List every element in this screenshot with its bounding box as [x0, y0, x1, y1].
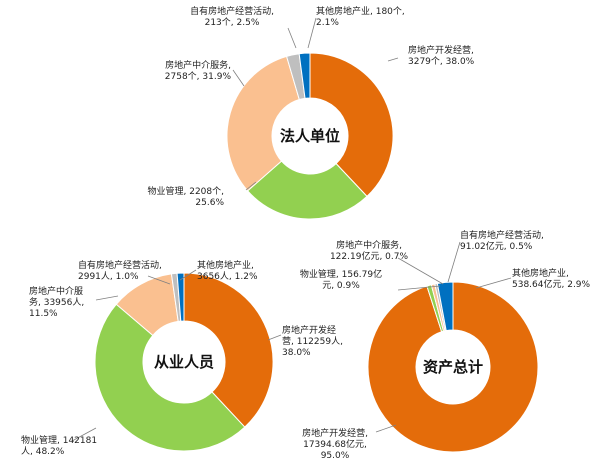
data-label-self-owned: 自有房地产经营活动, 2991人, 1.0%	[78, 259, 162, 282]
leader-line-property-mgmt	[71, 427, 97, 442]
leader-line-development	[267, 334, 282, 341]
leader-line-self-owned	[147, 275, 171, 285]
data-label-agency: 房地产中介服务, 33956人, 11.5%	[29, 285, 84, 319]
donut-chart-2: 从业人员 房地产开发经营, 112259人, 38.0% 物业管理, 142181 人,…	[21, 259, 343, 457]
data-label-property-mgmt: 物业管理, 2208个, 25.6%	[148, 185, 225, 208]
data-label-other: 其他房地产业, 3656人, 1.2%	[197, 259, 258, 282]
slice-other	[436, 281, 454, 332]
slice-property-mgmt	[246, 160, 368, 220]
data-label-agency: 房地产中介服务, 122.19亿元, 0.7%	[330, 239, 409, 262]
data-label-development: 房地产开发经营, 17394.68亿元, 95.0%	[302, 427, 368, 461]
leader-line-agency	[397, 257, 444, 285]
data-label-development: 房地产开发经营, 3279个, 38.0%	[408, 44, 475, 67]
data-label-agency: 房地产中介服务, 2758个, 31.9%	[165, 59, 232, 82]
slice-other	[298, 52, 311, 99]
data-label-development: 房地产开发经营, 112259人, 38.0%	[282, 324, 343, 358]
slice-other	[176, 272, 185, 322]
leader-line-other	[179, 269, 197, 281]
slice-agency	[226, 55, 300, 192]
leader-line-self-owned	[287, 27, 297, 49]
center-title: 从业人员	[154, 353, 214, 371]
data-label-self-owned: 自有房地产经营活动, 213个, 2.5%	[190, 5, 274, 28]
data-label-property-mgmt: 物业管理, 156.79亿元, 0.9%	[300, 268, 382, 291]
leader-line-development	[375, 424, 397, 433]
leader-line-other	[307, 17, 317, 49]
data-label-other: 其他房地产业, 538.64亿元, 2.9%	[512, 267, 591, 290]
leader-line-self-owned	[447, 241, 461, 283]
leader-line-property-mgmt	[245, 181, 257, 191]
leader-line-other	[475, 277, 512, 289]
data-label-self-owned: 自有房地产经营活动, 91.02亿元, 0.5%	[460, 229, 544, 252]
center-title: 资产总计	[423, 358, 483, 376]
leader-line-property-mgmt	[397, 285, 441, 291]
slice-development	[183, 272, 274, 428]
leader-line-development	[387, 57, 399, 62]
donut-chart-1: 法人单位 房地产开发经营, 3279个, 38.0% 物业管理, 2208个, 25.6…	[148, 5, 475, 220]
leader-line-agency	[232, 69, 245, 87]
center-title: 法人单位	[280, 127, 340, 145]
data-label-other: 其他房地产业, 180个, 2.1%	[316, 5, 405, 28]
slice-development	[367, 281, 539, 453]
data-label-property-mgmt: 物业管理, 142181 人, 48.2%	[21, 434, 97, 457]
leader-line-agency	[95, 295, 119, 301]
slice-property-mgmt	[94, 303, 246, 452]
slice-development	[309, 52, 394, 198]
